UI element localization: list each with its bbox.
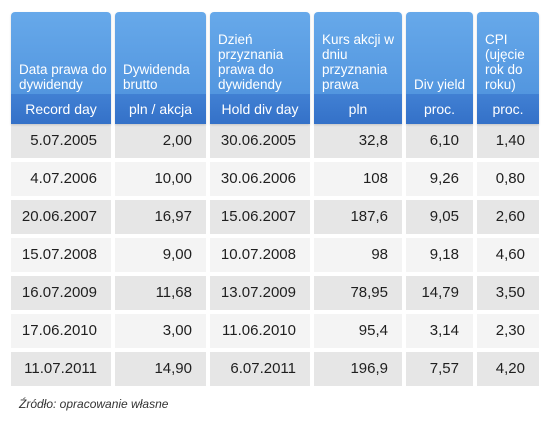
table-cell: 6,10 [406, 124, 477, 158]
table-row: 20.06.2007 16,97 15.06.2007 187,6 9,05 2,60 [11, 200, 539, 234]
header-title: Dywidenda brutto [123, 62, 190, 92]
header-title: Data prawa do dywidendy [19, 62, 107, 92]
table-cell: 11.07.2011 [11, 352, 115, 386]
table-cell: 32,8 [314, 124, 406, 158]
table-cell: 9,05 [406, 200, 477, 234]
table-cell: 14,79 [406, 276, 477, 310]
table-cell: 15.06.2007 [210, 200, 314, 234]
table-cell: 4,60 [495, 246, 525, 263]
table-cell: 1,40 [495, 132, 525, 149]
table-cell: 16,97 [115, 200, 210, 234]
table-cell: 30.06.2005 [210, 124, 314, 158]
table-cell: 4,20 [495, 360, 525, 377]
header-title: Dzień przyznania prawa do dywidendy [218, 32, 284, 92]
header-unit: pln / akcja [115, 94, 206, 124]
table-cell: 3,50 [495, 284, 525, 301]
table-cell: 16.07.2009 [11, 276, 115, 310]
table-row: 4.07.2006 10,00 30.06.2006 108 9,26 0,80 [11, 162, 539, 196]
header-unit: pln [314, 94, 402, 124]
table-cell: 2,30 [495, 322, 525, 339]
table-cell: 2,00 [115, 124, 210, 158]
table-body: 5.07.2005 2,00 30.06.2005 32,8 6,10 1,40 4.07.… [11, 124, 539, 386]
header-title: CPI (ujęcie rok do roku) [485, 32, 525, 92]
table-row: 17.06.2010 3,00 11.06.2010 95,4 3,14 2,30 [11, 314, 539, 348]
table-cell: 5.07.2005 [11, 124, 115, 158]
table-cell: 11.06.2010 [210, 314, 314, 348]
header-dividend: Dywidenda brutto pln / akcja [115, 12, 206, 124]
header-unit: proc. [477, 94, 539, 124]
table-row: 16.07.2009 11,68 13.07.2009 78,95 14,79 3,50 [11, 276, 539, 310]
table-cell: 17.06.2010 [11, 314, 115, 348]
table-cell: 3,14 [406, 314, 477, 348]
table-cell: 0,80 [495, 170, 525, 187]
table-cell: 4.07.2006 [11, 162, 115, 196]
table-row: 11.07.2011 14,90 6.07.2011 196,9 7,57 4,20 [11, 352, 539, 386]
header-record-day: Data prawa do dywidendy Record day [11, 12, 111, 124]
table-cell: 13.07.2009 [210, 276, 314, 310]
header-hold-day: Dzień przyznania prawa do dywidendy Hold… [210, 12, 310, 124]
header-title: Kurs akcji w dniu przyznania prawa [322, 32, 395, 92]
table-cell: 6.07.2011 [210, 352, 314, 386]
table-cell: 7,57 [406, 352, 477, 386]
table-cell: 98 [314, 238, 406, 272]
header-unit: Hold div day [210, 94, 310, 124]
table-cell: 9,00 [115, 238, 210, 272]
table-cell: 196,9 [314, 352, 406, 386]
table-cell: 9,26 [406, 162, 477, 196]
header-title: Div yield [414, 77, 466, 92]
table-cell: 187,6 [314, 200, 406, 234]
table-row: 15.07.2008 9,00 10.07.2008 98 9,18 4,60 [11, 238, 539, 272]
table-cell: 11,68 [115, 276, 210, 310]
table-cell: 9,18 [406, 238, 477, 272]
table-cell: 2,60 [495, 208, 525, 225]
table-cell: 10,00 [115, 162, 210, 196]
table-cell: 20.06.2007 [11, 200, 115, 234]
header-share-price: Kurs akcji w dniu przyznania prawa pln [314, 12, 402, 124]
table-header: Data prawa do dywidendy Record day Dywid… [11, 12, 539, 124]
table-row: 5.07.2005 2,00 30.06.2005 32,8 6,10 1,40 [11, 124, 539, 158]
table-cell: 10.07.2008 [210, 238, 314, 272]
source-note: Źródło: opracowanie własne [19, 397, 169, 411]
table-cell: 95,4 [314, 314, 406, 348]
dividend-table: Data prawa do dywidendy Record day Dywid… [11, 12, 539, 386]
table-cell: 108 [314, 162, 406, 196]
table-cell: 14,90 [115, 352, 210, 386]
table-cell: 30.06.2006 [210, 162, 314, 196]
table-cell: 78,95 [314, 276, 406, 310]
table-cell: 15.07.2008 [11, 238, 115, 272]
header-cpi: CPI (ujęcie rok do roku) proc. [477, 12, 539, 124]
header-unit: proc. [406, 94, 473, 124]
header-unit: Record day [11, 94, 111, 124]
header-div-yield: Div yield proc. [406, 12, 473, 124]
table-cell: 3,00 [115, 314, 210, 348]
